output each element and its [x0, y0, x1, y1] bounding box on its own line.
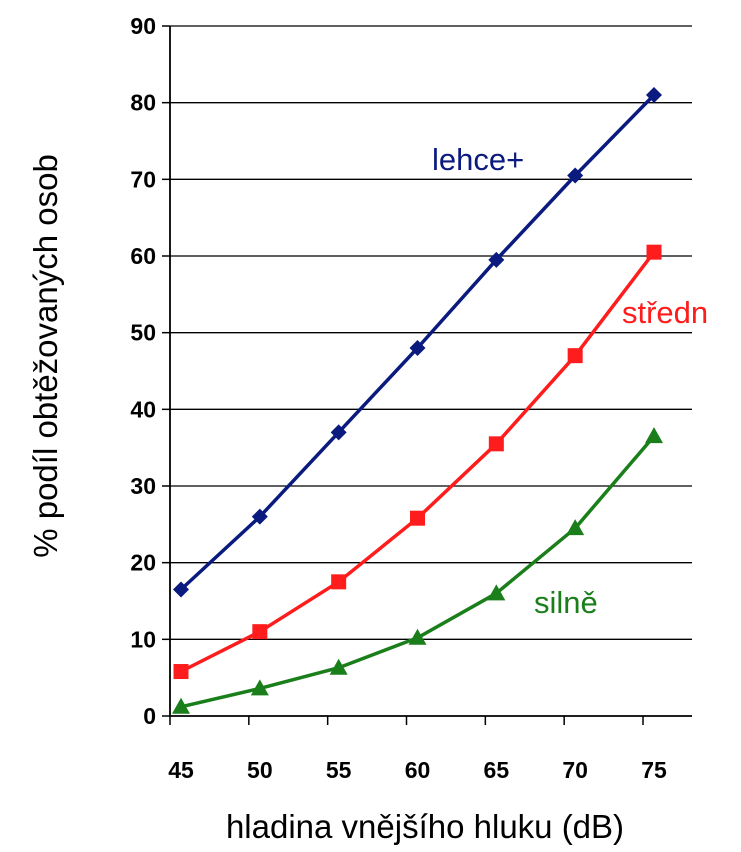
data-point-marker	[645, 427, 663, 444]
data-point-marker	[646, 87, 662, 103]
data-point-marker	[488, 436, 504, 452]
data-point-marker	[173, 581, 189, 598]
data-point-marker	[409, 340, 426, 356]
x-tick-label: 45	[168, 757, 194, 783]
data-point-marker	[567, 348, 583, 364]
x-tick-label: 50	[247, 757, 273, 783]
x-tick-label: 55	[326, 757, 352, 783]
y-tick-label: 60	[130, 243, 156, 269]
x-tick-label: 60	[405, 757, 431, 783]
label-layer: lehce+ středn silně	[432, 142, 708, 620]
x-tick-label: 75	[641, 757, 667, 783]
y-tick-label: 20	[130, 550, 156, 576]
data-point-marker	[330, 424, 347, 441]
x-tick-label: 70	[562, 757, 588, 783]
data-point-marker	[408, 628, 427, 645]
data-point-marker	[566, 519, 585, 536]
series-layer	[172, 87, 663, 714]
x-axis-title: hladina vnějšího hluku (dB)	[226, 808, 624, 845]
series-label-0: lehce+	[432, 142, 524, 177]
data-point-marker	[567, 167, 584, 184]
data-point-marker	[251, 508, 268, 525]
data-point-marker	[172, 697, 190, 714]
data-point-marker	[252, 624, 268, 640]
data-point-marker	[646, 244, 662, 260]
y-tick-label: 50	[130, 320, 156, 346]
series-label-1: středn	[622, 295, 708, 330]
data-point-marker	[488, 251, 505, 268]
data-point-marker	[173, 664, 189, 680]
data-point-marker	[250, 679, 269, 696]
y-tick-label: 10	[130, 626, 156, 652]
x-tick-label: 65	[484, 757, 510, 783]
data-point-marker	[331, 574, 347, 590]
series-line-2	[180, 435, 656, 709]
y-tick-label: 0	[143, 703, 156, 729]
y-axis-title: % podíl obtěžovaných osob	[27, 154, 64, 558]
data-point-marker	[410, 510, 425, 526]
y-tick-label: 90	[130, 13, 156, 39]
y-tick-label: 70	[130, 166, 156, 192]
axis-layer: 0 10 20 30 40 50 60 70 80 90 45 50 55 60 65 70 75	[130, 13, 692, 783]
y-tick-label: 80	[130, 90, 156, 116]
data-point-marker	[329, 658, 348, 675]
y-tick-label: 30	[130, 473, 156, 499]
series-label-2: silně	[534, 585, 598, 620]
data-point-marker	[487, 584, 506, 601]
y-tick-label: 40	[130, 396, 156, 422]
